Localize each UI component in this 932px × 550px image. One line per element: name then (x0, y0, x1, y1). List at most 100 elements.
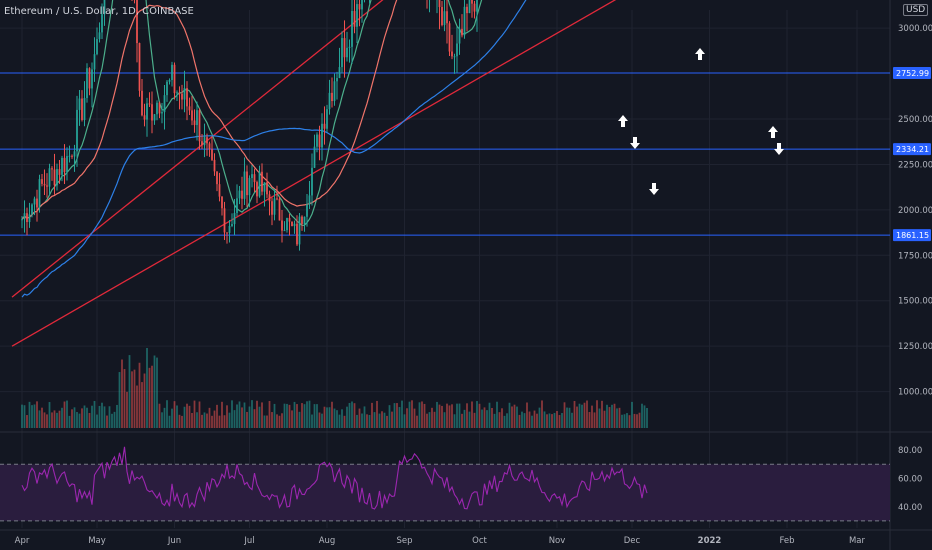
volume-bar (588, 412, 591, 428)
candle-body (158, 102, 161, 114)
candle-body (26, 213, 28, 223)
currency-badge[interactable]: USD (903, 4, 929, 16)
volume-bar (248, 406, 251, 428)
candle-body (356, 4, 358, 27)
volume-bar (566, 407, 568, 428)
volume-bar (546, 414, 548, 428)
x-tick-label: Jul (243, 536, 254, 546)
trend-line (11, 0, 384, 298)
volume-bar (36, 401, 38, 428)
arrow-down-icon[interactable] (649, 183, 659, 195)
candle-body (201, 141, 203, 146)
volume-bar (293, 401, 296, 428)
volume-bar (466, 403, 468, 428)
candle-body (258, 171, 261, 197)
volume-bar (616, 408, 618, 428)
volume-bar (311, 414, 313, 428)
candle-body (136, 0, 138, 44)
volume-bar (223, 415, 226, 428)
volume-bar (41, 407, 43, 428)
volume-bar (303, 404, 306, 428)
candle-body (438, 0, 441, 8)
horizontal-levels[interactable] (0, 0, 890, 236)
volume-bar (101, 402, 103, 428)
volume-bar (146, 348, 148, 428)
volume-bar (198, 401, 201, 428)
volume-bar (536, 413, 538, 428)
candle-body (311, 167, 313, 196)
x-tick-label: Jun (167, 536, 181, 546)
rsi-band (0, 463, 890, 522)
candlestick-series[interactable] (21, 0, 648, 251)
volume-bar (363, 406, 366, 428)
volume-bar (68, 415, 71, 428)
volume-bar (513, 404, 516, 428)
volume-bar (138, 362, 141, 428)
volume-bar (486, 410, 488, 428)
arrow-up-icon[interactable] (618, 115, 628, 127)
volume-bar (133, 369, 136, 428)
volume-bar (261, 402, 263, 428)
volume-bar (296, 404, 298, 428)
volume-bar (73, 407, 76, 428)
volume-bar (598, 408, 601, 428)
arrow-down-icon[interactable] (630, 137, 640, 149)
arrow-down-shape (774, 143, 784, 155)
arrow-annotations[interactable] (618, 48, 784, 195)
volume-bar (618, 407, 621, 428)
arrow-down-icon[interactable] (774, 143, 784, 155)
volume-bar (103, 406, 106, 428)
candle-body (306, 204, 308, 217)
candle-body (453, 56, 456, 58)
volume-bar (468, 411, 471, 428)
volume-bar (128, 355, 131, 428)
candle-body (21, 219, 23, 221)
candle-body (231, 224, 233, 226)
arrow-up-icon[interactable] (768, 126, 778, 138)
volume-bar (421, 401, 423, 428)
volume-bar (93, 400, 96, 428)
volume-bar (483, 407, 486, 428)
candle-body (31, 204, 33, 215)
volume-bar (46, 414, 48, 428)
candle-body (43, 183, 46, 186)
candle-body (308, 195, 311, 205)
volume-bar (418, 402, 421, 428)
candle-body (348, 46, 351, 48)
volume-bar (98, 405, 101, 428)
arrow-up-icon[interactable] (695, 48, 705, 60)
candle-body (48, 168, 51, 187)
candle-body (86, 68, 88, 99)
candle-body (208, 143, 211, 150)
volume-bar (491, 407, 493, 428)
volume-bar (178, 414, 181, 428)
volume-bar (408, 401, 411, 428)
volume-bar (608, 407, 611, 428)
level-price-label: 2334.21 (896, 145, 929, 154)
x-tick-label: May (88, 536, 106, 546)
volume-bar (471, 401, 473, 428)
volume-bar (526, 402, 528, 428)
volume-bar (428, 412, 431, 428)
volume-bar (188, 405, 191, 428)
x-tick-label: Dec (624, 536, 641, 546)
volume-bar (593, 412, 596, 428)
candle-body (288, 217, 291, 222)
volume-bar (361, 413, 363, 428)
candle-body (261, 171, 263, 192)
volume-bar (88, 413, 91, 428)
volume-bar (86, 407, 88, 428)
volume-bar (328, 407, 331, 428)
volume-bar (611, 404, 613, 428)
volume-bar (496, 401, 498, 428)
volume-bar (126, 391, 128, 428)
volume-bar (551, 414, 553, 428)
volume-bar (353, 403, 356, 428)
volume-bar (153, 355, 156, 428)
trend-lines[interactable] (11, 0, 857, 347)
volume-bar (291, 410, 293, 428)
candle-body (343, 38, 346, 58)
volume-bar (288, 404, 291, 428)
y-tick-label: 1500.00 (898, 297, 932, 307)
